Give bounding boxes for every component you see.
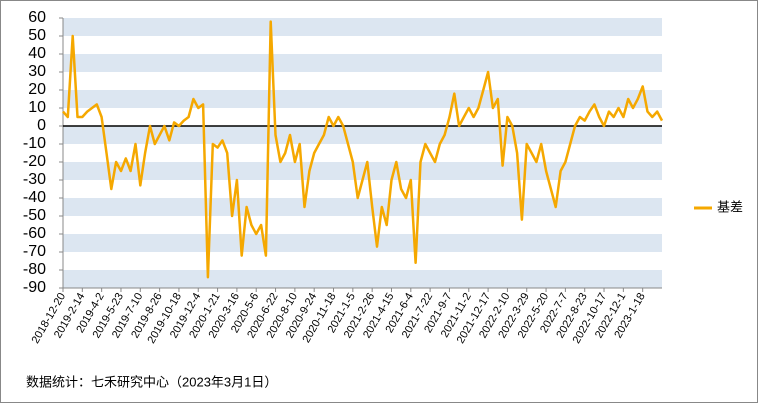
stripe (63, 198, 662, 216)
y-tick-label: -30 (23, 171, 46, 188)
y-tick-label: 10 (28, 99, 46, 116)
y-tick-label: 50 (28, 27, 46, 44)
stripe (63, 18, 662, 36)
stripe (63, 180, 662, 198)
legend-label: 基差 (717, 199, 743, 214)
stripe (63, 270, 662, 288)
y-tick-label: -40 (23, 189, 46, 206)
stripe (63, 90, 662, 108)
source-note: 数据统计：七禾研究中心（2023年3月1日） (26, 374, 277, 389)
stripe (63, 216, 662, 234)
y-tick-label: 30 (28, 63, 46, 80)
y-tick-label: -60 (23, 225, 46, 242)
series-line (62, 20, 664, 279)
stripe (63, 72, 662, 90)
y-tick-label: 20 (28, 81, 46, 98)
stripe (63, 36, 662, 54)
stripe (63, 54, 662, 72)
stripe (63, 234, 662, 252)
y-tick-label: -90 (23, 279, 46, 296)
y-tick-label: -70 (23, 243, 46, 260)
y-tick-label: 0 (37, 117, 46, 134)
y-tick-label: -20 (23, 153, 46, 170)
stripe (63, 252, 662, 270)
stripe (63, 144, 662, 162)
y-tick-label: -50 (23, 207, 46, 224)
y-tick-label: 60 (28, 9, 46, 26)
y-tick-label: 40 (28, 45, 46, 62)
y-tick-label: -80 (23, 261, 46, 278)
y-tick-label: -10 (23, 135, 46, 152)
stripe (63, 108, 662, 126)
